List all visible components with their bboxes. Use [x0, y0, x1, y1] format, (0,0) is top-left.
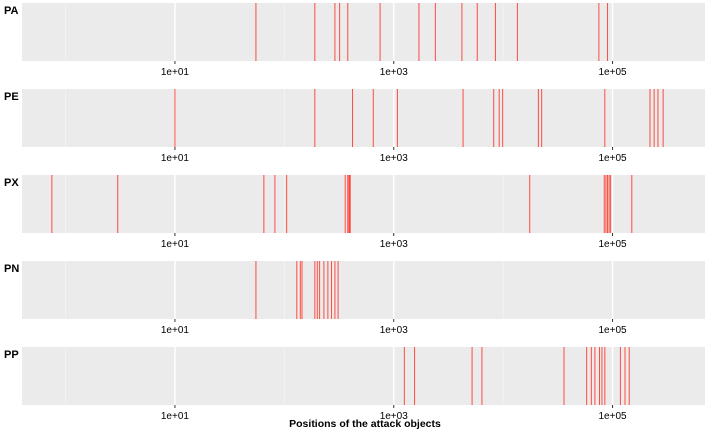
x-tick-label: 1e+03 [380, 153, 409, 164]
x-tick-label: 1e+05 [598, 411, 627, 422]
panel-label: PN [4, 263, 19, 275]
panel-label: PP [4, 349, 19, 361]
facet-panels: PA 1e+01 1e+03 1e+05 PE 1e+01 1e+03 1e+05 PX 1e+0… [4, 3, 705, 422]
panel-background [22, 3, 705, 61]
x-tick-label: 1e+03 [380, 239, 409, 250]
x-tick-label: 1e+03 [380, 325, 409, 336]
panel-background [22, 261, 705, 319]
panel-pa: PA 1e+01 1e+03 1e+05 [4, 3, 705, 78]
panel-background [22, 175, 705, 233]
x-tick-label: 1e+03 [380, 411, 409, 422]
x-tick-label: 1e+05 [598, 325, 627, 336]
panel-background [22, 347, 705, 405]
x-tick-label: 1e+05 [598, 67, 627, 78]
x-tick-label: 1e+03 [380, 67, 409, 78]
x-tick-label: 1e+01 [161, 239, 190, 250]
panel-background [22, 89, 705, 147]
panel-px: PX 1e+01 1e+03 1e+05 [4, 175, 705, 250]
panel-label: PA [4, 5, 19, 17]
x-tick-label: 1e+05 [598, 153, 627, 164]
panel-pp: PP 1e+01 1e+03 1e+05 [4, 347, 705, 422]
x-tick-label: 1e+01 [161, 325, 190, 336]
x-tick-label: 1e+01 [161, 153, 190, 164]
panel-label: PX [4, 177, 19, 189]
panel-label: PE [4, 91, 19, 103]
x-tick-label: 1e+05 [598, 239, 627, 250]
panel-pn: PN 1e+01 1e+03 1e+05 [4, 261, 705, 336]
x-tick-label: 1e+01 [161, 411, 190, 422]
panel-pe: PE 1e+01 1e+03 1e+05 [4, 89, 705, 164]
x-axis-title: Positions of the attack objects [289, 418, 441, 430]
x-tick-label: 1e+01 [161, 67, 190, 78]
